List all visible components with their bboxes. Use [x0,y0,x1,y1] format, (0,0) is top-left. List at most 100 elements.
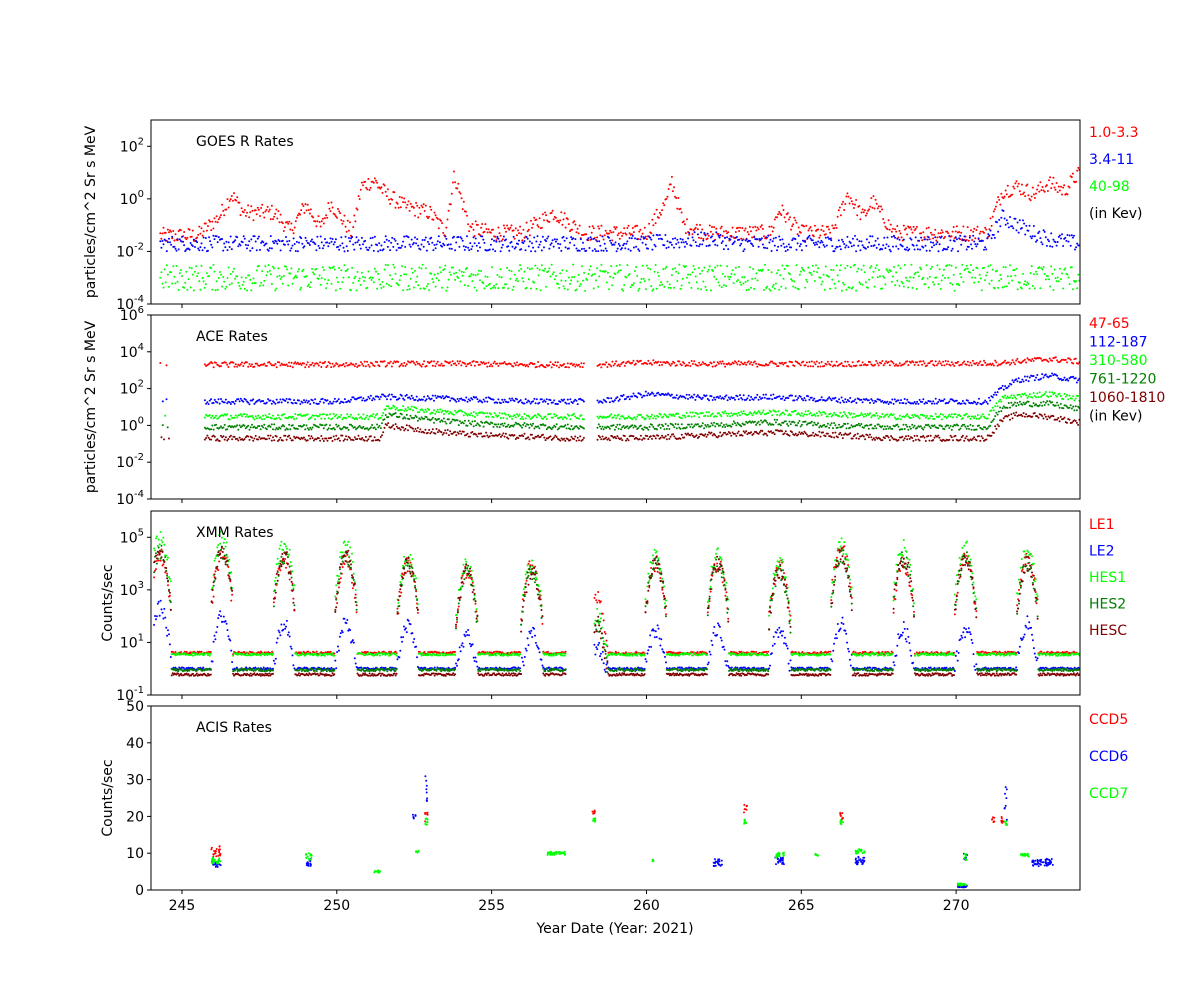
data-point [756,411,759,414]
data-point [635,265,638,268]
data-point [543,269,545,272]
data-point [973,281,976,284]
data-point [510,240,513,243]
data-point [309,208,312,211]
data-point [634,270,636,272]
data-point [940,235,943,238]
data-point [430,397,433,400]
data-point [835,226,838,229]
data-point [1017,231,1020,234]
data-point [390,414,393,417]
data-point [569,418,572,421]
data-point [161,424,164,427]
data-point [241,283,244,286]
data-point [492,398,495,401]
data-point [969,361,972,364]
data-point [916,271,919,274]
data-point [589,236,592,239]
data-point [708,244,711,247]
data-point [741,276,744,279]
data-point [627,395,630,398]
data-point [524,398,527,401]
data-point [551,426,554,429]
data-point [498,426,501,429]
data-point [829,397,832,400]
data-point [984,399,987,402]
data-point [1064,267,1067,270]
data-point [791,279,794,282]
data-point [1056,276,1059,279]
data-point [721,240,724,243]
data-point [939,232,942,235]
data-point [626,240,629,243]
data-point [1047,395,1050,398]
data-point [188,228,191,231]
data-point [800,249,803,252]
data-point [708,411,710,414]
data-point [419,212,422,215]
data-point [753,287,756,290]
data-point [553,413,556,416]
data-point [1062,398,1065,400]
data-point [573,275,576,278]
data-point [359,247,362,250]
data-point [588,268,591,271]
data-point [886,228,889,231]
data-point [1035,240,1037,243]
data-point [881,208,884,211]
data-point [1024,195,1027,198]
data-point [809,237,812,240]
data-point [423,417,426,420]
data-point [621,415,624,418]
data-point [915,288,918,290]
data-point [268,247,271,250]
data-point [912,276,915,279]
data-point [823,365,826,367]
data-point [874,363,876,366]
data-point [210,229,213,232]
data-point [537,413,540,415]
data-point [248,363,251,365]
data-point [1043,392,1046,395]
data-point [319,400,322,403]
data-point [434,394,437,397]
data-point [369,186,372,189]
data-point [507,423,510,426]
data-point [463,248,466,251]
data-point [1004,359,1007,362]
data-point [782,242,785,245]
data-point [812,242,815,244]
data-point [213,217,216,220]
data-point [717,412,720,414]
data-point [350,362,352,365]
data-point [566,423,569,426]
data-point [745,398,748,401]
data-point [792,285,795,288]
data-point [1068,283,1071,286]
data-point [726,265,729,268]
data-point [295,240,298,243]
data-point [1022,393,1025,396]
data-point [475,289,478,292]
data-point [905,227,907,230]
data-point [312,216,315,219]
data-point [387,416,390,419]
data-point [522,418,525,421]
data-point [905,402,907,405]
data-point [417,216,420,219]
data-point [421,239,424,241]
data-point [360,181,363,184]
data-point [752,268,755,270]
data-point [476,361,479,364]
data-point [1046,275,1049,278]
data-point [882,364,885,367]
data-point [651,363,653,366]
data-point [871,276,874,279]
data-point [1020,227,1023,229]
data-point [409,414,412,417]
data-point [736,414,739,417]
data-point [350,289,352,292]
data-point [536,267,539,270]
data-point [729,398,732,401]
data-point [872,270,875,273]
